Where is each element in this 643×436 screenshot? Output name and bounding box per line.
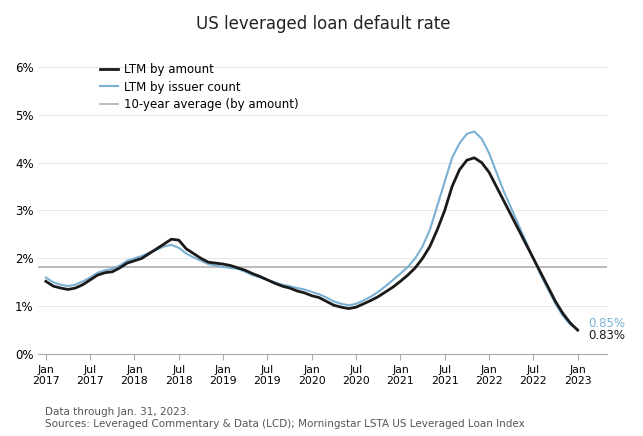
Text: Sources: Leveraged Commentary & Data (LCD); Morningstar LSTA US Leveraged Loan I: Sources: Leveraged Commentary & Data (LC…: [45, 419, 525, 429]
Legend: LTM by amount, LTM by issuer count, 10-year average (by amount): LTM by amount, LTM by issuer count, 10-y…: [96, 58, 303, 116]
Text: Data through Jan. 31, 2023.: Data through Jan. 31, 2023.: [45, 407, 190, 417]
Title: US leveraged loan default rate: US leveraged loan default rate: [195, 15, 450, 33]
Text: 0.85%: 0.85%: [589, 317, 626, 330]
Text: 0.83%: 0.83%: [589, 330, 626, 342]
